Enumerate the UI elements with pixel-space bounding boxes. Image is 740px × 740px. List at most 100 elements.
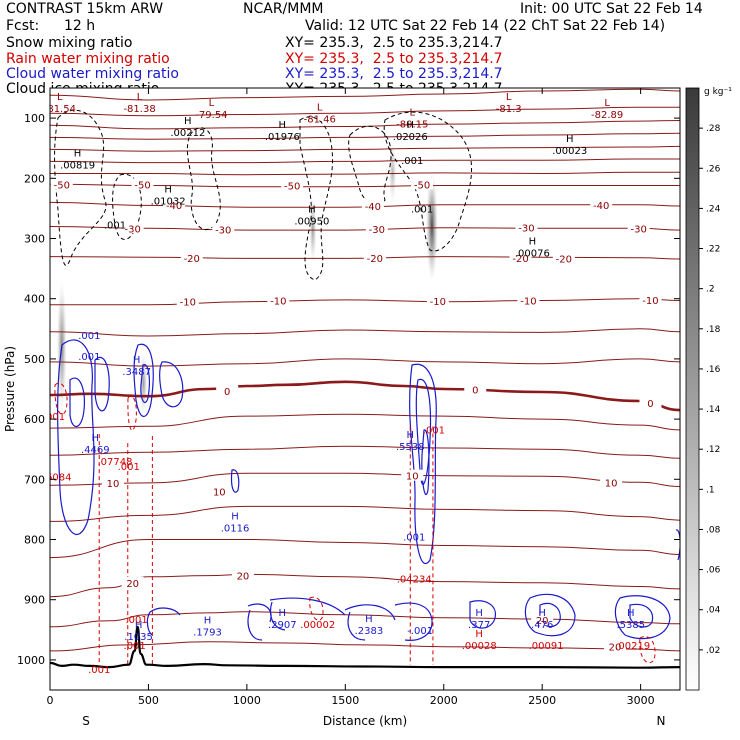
extremum-mark-5: L — [409, 108, 415, 119]
extremum-value-5: -80.15 — [396, 120, 428, 131]
extremum-value-2: -81.38 — [123, 104, 155, 115]
colorbar-ramp — [685, 87, 700, 691]
field-xy-snow: XY= 235.3, 2.5 to 235.3,214.7 — [285, 35, 503, 51]
isotherm-line-17 — [50, 445, 680, 459]
extremum-mark-27: H — [204, 616, 212, 627]
isotherm-label-12: -30 — [630, 224, 646, 235]
colorbar-tick-label-4: .08 — [706, 525, 721, 535]
isotherm-label-6: -40 — [365, 202, 381, 213]
isotherm-label-bg-15 — [509, 251, 532, 263]
ice-contour-1 — [54, 109, 107, 266]
cloud-ice-contours — [54, 109, 473, 281]
x-tick-label-500: 500 — [138, 694, 159, 707]
field-xy-cloud-water: XY= 235.3, 2.5 to 235.3,214.7 — [285, 66, 503, 82]
rain-contour-3 — [309, 596, 324, 621]
isotherm-label-13: -20 — [184, 254, 200, 265]
header-center: NCAR/MMM — [243, 1, 324, 17]
isotherm-label-bg-14 — [363, 251, 386, 263]
extremum-mark-23: H — [407, 430, 415, 441]
colorbar-tick-label-2: .04 — [706, 606, 721, 616]
extremum-mark-2: L — [137, 92, 143, 103]
extremum-mark-31: H — [475, 608, 483, 619]
extremum-mark-28: H — [279, 608, 287, 619]
y-tick-label-700: 700 — [24, 473, 45, 486]
extremum-value-35: .001 — [423, 425, 445, 436]
isotherm-label-bg-18 — [267, 294, 290, 306]
ice-contour-3 — [299, 116, 334, 281]
extremum-value-13: .01032 — [151, 197, 186, 208]
isotherm-line-6 — [50, 158, 680, 164]
cw-contour-11 — [146, 607, 181, 636]
isotherm-label-5: -40 — [166, 201, 182, 212]
y-tick-label-100: 100 — [24, 112, 45, 125]
extremum-value-1: -81.54 — [44, 104, 76, 115]
isotherm-line-5 — [50, 145, 680, 152]
isotherm-label-bg-11 — [515, 221, 538, 233]
extremum-mark-26: H — [135, 620, 143, 631]
extremum-mark-29: H — [365, 614, 373, 625]
isotherm-label-19: -10 — [430, 297, 446, 308]
field-xy-rain: XY= 235.3, 2.5 to 235.3,214.7 — [285, 51, 503, 67]
isotherm-label-11: -30 — [518, 224, 534, 235]
colorbar-tick-label-5: .1 — [706, 485, 715, 495]
isotherm-line-23 — [50, 641, 680, 652]
extremum-mark-13: H — [164, 185, 172, 196]
extremum-value-39: .04234 — [397, 575, 432, 586]
colorbar-tick-label-11: .22 — [706, 245, 720, 255]
extremum-value-8: .00212 — [170, 128, 205, 139]
extremum-mark-33: H — [627, 608, 635, 619]
x-end-label-right: N — [657, 714, 666, 728]
isotherm-label-32: 20 — [609, 643, 622, 654]
extremum-value-3: -79.54 — [195, 110, 227, 121]
isotherm-label-bg-19 — [426, 295, 449, 307]
extremum-value-42: .001 — [88, 665, 110, 676]
extremum-mark-1: L — [57, 92, 63, 103]
isotherm-label-bg-32 — [604, 640, 627, 652]
extremum-value-15: .00076 — [515, 248, 550, 259]
extremum-value-24: .0116 — [221, 523, 250, 534]
isotherm-label-bg-4 — [411, 178, 434, 190]
isotherm-label-30: 20 — [237, 572, 250, 583]
extremum-value-23: .5538 — [396, 442, 425, 453]
extremum-value-36: .001 — [118, 462, 140, 473]
y-tick-label-800: 800 — [24, 534, 45, 547]
isotherm-line-11 — [50, 256, 680, 260]
extremum-value-17: .001 — [411, 204, 433, 215]
colorbar-tick-label-7: .14 — [706, 405, 721, 415]
isotherm-label-bg-12 — [627, 222, 650, 234]
extremum-mark-3: L — [209, 98, 215, 109]
extremum-value-20: .001 — [78, 352, 100, 363]
cw-contour-3 — [94, 356, 110, 412]
colorbar-ticks: .02 .04 .06 .08 .1 .12 .14 .16 .18 .2 .22 .24 .26 .28 — [699, 124, 721, 656]
extremum-value-33: .5385 — [616, 620, 645, 631]
extremum-mark-44: H — [475, 629, 483, 640]
isotherm-line-20 — [50, 538, 680, 559]
isotherm-label-17: -10 — [180, 298, 196, 309]
isotherm-label-16: -20 — [556, 254, 572, 265]
isotherm-label-bg-6 — [361, 199, 384, 211]
snow-shade-5 — [388, 142, 397, 203]
isotherm-label-31: 20 — [536, 616, 549, 627]
header-fcst-label: Fcst: — [6, 18, 40, 34]
contour-label-layer: -50 -50 -50 -50 -40 -40 -40 -30 -30 -30 -30 -30 -20 -… — [43, 92, 662, 676]
colorbar-tick-label-9: .18 — [706, 325, 721, 335]
isotherm-label-bg-2 — [131, 178, 154, 190]
cw-contour-16 — [469, 600, 497, 629]
x-tick-label-0: 0 — [47, 694, 54, 707]
isotherm-label-bg-13 — [180, 251, 203, 263]
isotherm-line-12 — [50, 298, 680, 306]
colorbar: g kg⁻¹ .02 .04 .06 .08 .1 .12 .14 .16 .18 .2 .22 .2… — [685, 87, 732, 691]
isotherm-label-bg-3 — [281, 179, 304, 191]
isotherm-line-13 — [50, 328, 680, 337]
isotherm-label-15: -20 — [512, 254, 528, 265]
isotherm-label-20: -10 — [520, 297, 536, 308]
extremum-value-34: .001 — [43, 412, 65, 423]
extremum-mark-14: H — [308, 204, 316, 215]
isotherm-label-26: 10 — [213, 487, 226, 498]
extremum-mark-32: H — [538, 608, 546, 619]
extremum-value-27: .1793 — [193, 628, 222, 639]
isotherm-label-3: -50 — [284, 182, 300, 193]
isotherm-label-24: 0 — [647, 399, 653, 410]
